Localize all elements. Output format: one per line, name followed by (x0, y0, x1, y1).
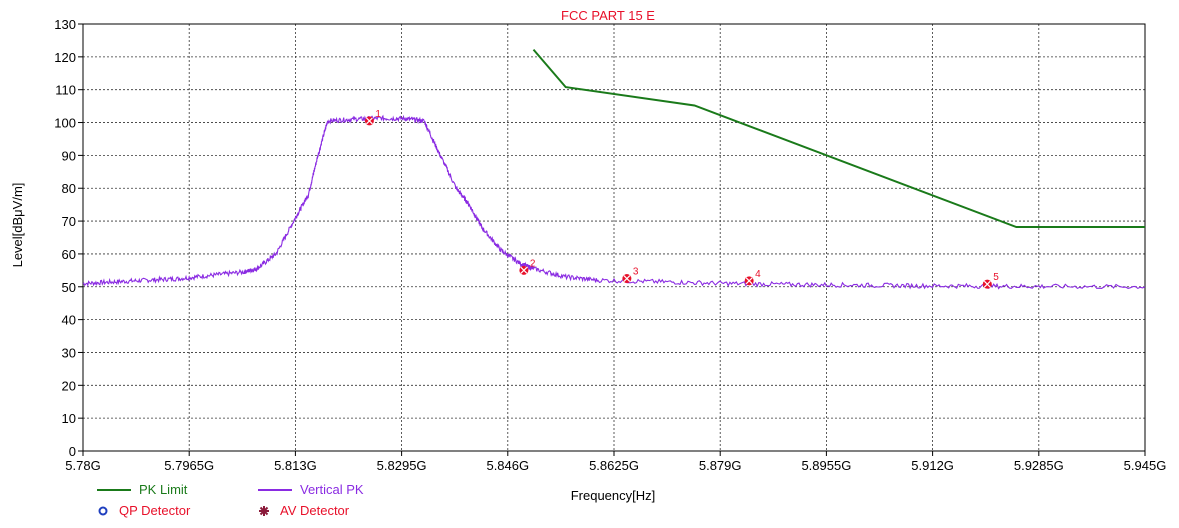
x-tick-label: 5.912G (911, 458, 954, 473)
peak-marker-label: 3 (633, 267, 639, 278)
legend: PK Limit Vertical PK QP Detector AV Detecto… (97, 482, 364, 518)
x-tick-label: 5.7965G (164, 458, 214, 473)
y-tick-label: 80 (62, 181, 76, 196)
x-tick-label: 5.945G (1124, 458, 1167, 473)
legend-label: Vertical PK (300, 482, 364, 497)
y-tick-label: 30 (62, 345, 76, 360)
peak-marker-label: 1 (375, 109, 381, 120)
legend-item: AV Detector (259, 503, 350, 518)
y-axis-label: Level[dBμV/m] (10, 183, 25, 268)
peak-marker-cross (745, 277, 753, 285)
y-tick-label: 130 (54, 17, 76, 32)
y-tick-label: 100 (54, 116, 76, 131)
legend-star-swatch (259, 506, 269, 516)
x-tick-label: 5.846G (486, 458, 529, 473)
grid (83, 24, 1145, 451)
x-axis-label: Frequency[Hz] (571, 488, 656, 503)
y-tick-label: 50 (62, 280, 76, 295)
peak-marker-cross (520, 266, 528, 274)
peak-marker-cross (983, 280, 991, 288)
legend-label: QP Detector (119, 503, 191, 518)
y-tick-label: 90 (62, 148, 76, 163)
series-line-pk-limit (532, 48, 1145, 228)
series-layer (82, 48, 1146, 290)
x-tick-label: 5.8295G (377, 458, 427, 473)
legend-label: PK Limit (139, 482, 188, 497)
legend-item: QP Detector (98, 503, 191, 518)
y-tick-label: 10 (62, 411, 76, 426)
peak-marker: 3 (622, 267, 639, 284)
x-tick-label: 5.9285G (1014, 458, 1064, 473)
x-axis-ticks: 5.78G 5.7965G 5.813G 5.8295G 5.846G 5.8625G 5.… (65, 451, 1166, 473)
peak-marker-label: 2 (530, 258, 536, 269)
x-tick-label: 5.8625G (589, 458, 639, 473)
y-tick-label: 120 (54, 50, 76, 65)
x-tick-label: 5.78G (65, 458, 100, 473)
peak-marker-cross (623, 275, 631, 282)
x-tick-label: 5.8955G (801, 458, 851, 473)
peak-marker-cross (365, 117, 373, 125)
y-tick-label: 70 (62, 214, 76, 229)
peak-marker: 2 (519, 258, 536, 275)
peak-marker: 5 (982, 272, 999, 289)
legend-item: Vertical PK (258, 482, 364, 497)
legend-label: AV Detector (280, 503, 350, 518)
y-tick-label: 110 (55, 83, 76, 98)
peak-marker-label: 4 (755, 269, 761, 280)
y-tick-label: 20 (62, 378, 76, 393)
chart-title: FCC PART 15 E (561, 8, 655, 23)
x-tick-label: 5.813G (274, 458, 317, 473)
y-tick-label: 0 (69, 444, 76, 459)
peak-marker-label: 5 (993, 272, 999, 283)
peak-marker: 4 (744, 269, 761, 286)
y-tick-label: 60 (62, 247, 76, 262)
legend-item: PK Limit (97, 482, 188, 497)
series-line-vertical-pk (82, 114, 1146, 290)
legend-circle-swatch (98, 506, 108, 516)
marker-layer: 1 2 3 4 5 (364, 109, 999, 289)
y-tick-label: 40 (62, 313, 76, 328)
y-axis-ticks: 0 10 20 30 40 50 60 70 80 90 100 110 120 130 (54, 17, 83, 459)
peak-marker: 1 (364, 109, 381, 126)
x-tick-label: 5.879G (699, 458, 742, 473)
